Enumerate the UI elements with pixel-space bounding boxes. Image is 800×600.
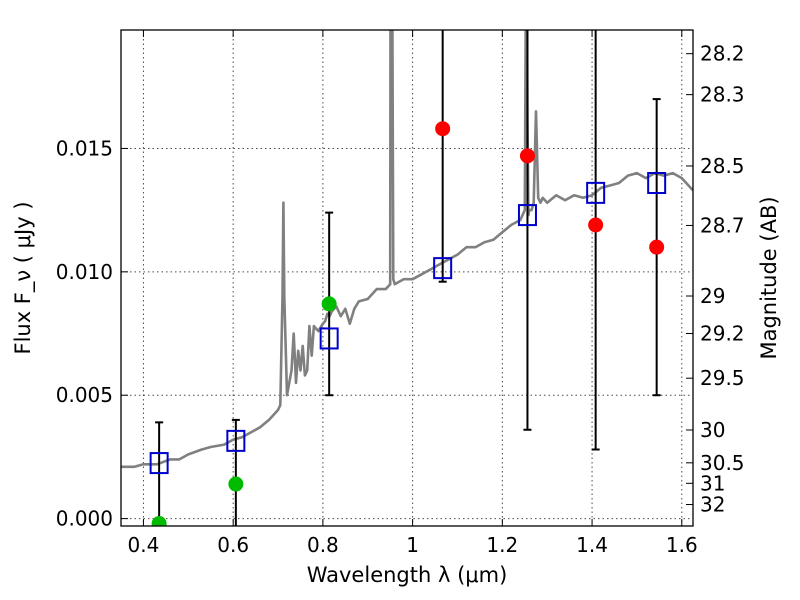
observed-photometry-point [321, 296, 337, 312]
y-axis-title: Flux F_ν ( μJy ) [11, 201, 36, 354]
axes: 0.4 0.6 0.8 1 1.2 1.4 1.6 0.000 0.005 0.010 0.015 2… [56, 30, 745, 557]
observed-photometry-point [435, 121, 451, 137]
observed-photometry-point [588, 217, 604, 233]
plot-area [121, 30, 693, 526]
x-tick-label: 1.2 [486, 533, 518, 557]
x-axis-title: Wavelength λ (μm) [307, 563, 508, 587]
mag-tick-label: 29.2 [700, 322, 745, 346]
mag-tick-label: 32 [700, 493, 725, 517]
model-photometry-square [433, 257, 453, 280]
mag-tick-label: 28.2 [700, 42, 745, 66]
y-tick-label: 0.015 [56, 136, 113, 160]
plot-frame [120, 29, 694, 527]
y-tick-label: 0.005 [56, 383, 113, 407]
model-photometry-square [586, 181, 606, 204]
mag-tick-label: 29 [700, 284, 725, 308]
x-tick-label: 0.6 [217, 533, 249, 557]
model-photometry-square [517, 204, 537, 227]
y-tick-label: 0.000 [56, 507, 113, 531]
mag-tick-label: 30 [700, 418, 725, 442]
model-spectrum-line [121, 30, 693, 469]
mag-tick-label: 29.5 [700, 366, 745, 390]
model-photometry-square [647, 171, 667, 194]
observed-photometry-point [151, 516, 167, 526]
x-tick-label: 1.6 [666, 533, 698, 557]
observed-photometry-point [649, 239, 665, 255]
mag-tick-label: 30.5 [700, 451, 745, 475]
y-tick-label: 0.010 [56, 260, 113, 284]
x-tick-label: 1.4 [576, 533, 608, 557]
mag-tick-label: 28.3 [700, 83, 745, 107]
x-tick-label: 0.4 [128, 533, 160, 557]
x-tick-label: 0.8 [307, 533, 339, 557]
right-axis-title: Magnitude (AB) [757, 196, 781, 359]
x-tick-label: 1 [406, 533, 419, 557]
mag-tick-label: 28.7 [700, 213, 745, 237]
mag-tick-label: 28.5 [700, 154, 745, 178]
mag-tick-label: 31 [700, 471, 725, 495]
model-photometry-square [226, 429, 246, 452]
observed-photometry-point [228, 476, 244, 492]
model-photometry-square [319, 327, 339, 350]
observed-photometry-point [519, 148, 535, 164]
model-photometry-square [149, 452, 169, 475]
